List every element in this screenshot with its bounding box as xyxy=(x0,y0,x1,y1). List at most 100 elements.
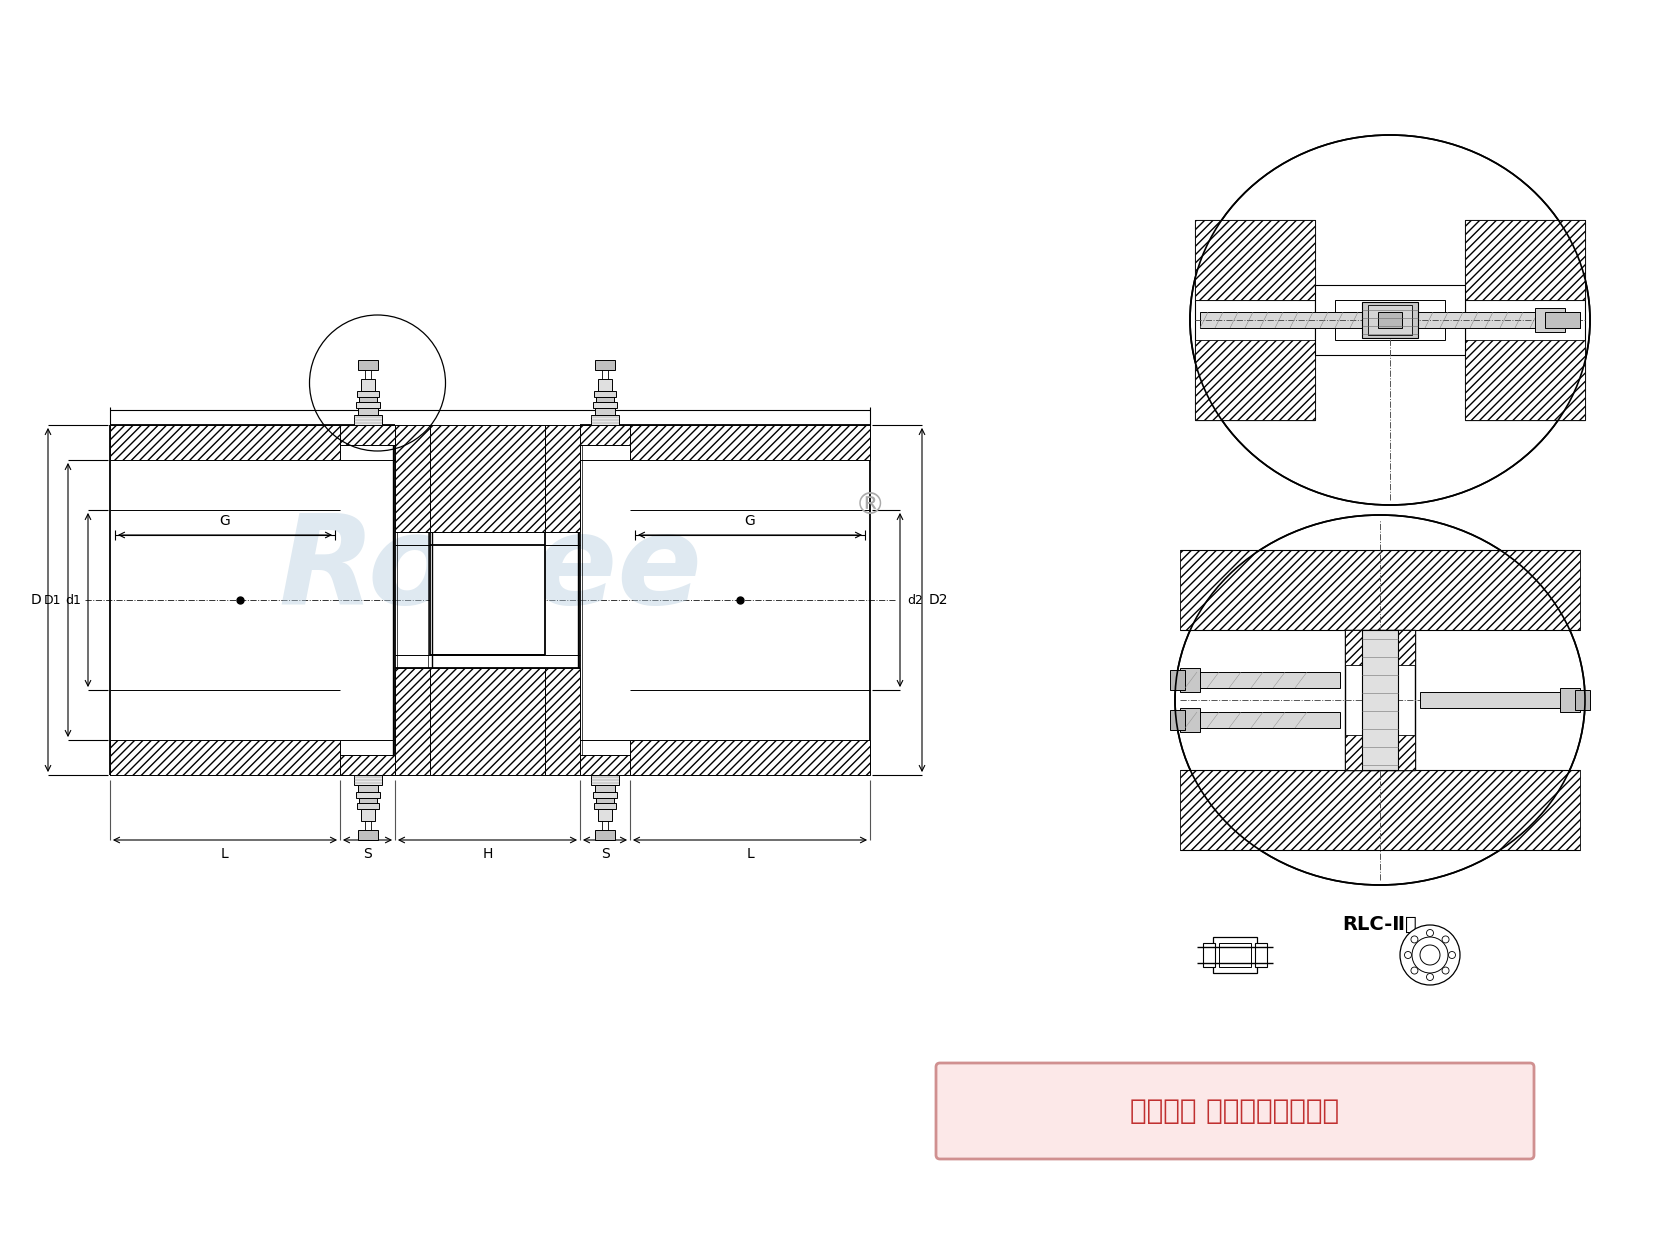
Bar xyxy=(580,425,630,445)
Text: D: D xyxy=(30,593,40,607)
Bar xyxy=(358,360,378,370)
Bar xyxy=(358,830,378,840)
Bar xyxy=(1346,630,1415,665)
Text: RLC-Ⅰ型: RLC-Ⅰ型 xyxy=(1356,533,1425,552)
Bar xyxy=(1194,340,1315,420)
Bar xyxy=(630,740,870,775)
Bar xyxy=(595,830,615,840)
Bar xyxy=(1536,307,1566,331)
Bar xyxy=(356,391,378,397)
Bar xyxy=(361,809,375,822)
Bar xyxy=(595,803,617,809)
Text: H: H xyxy=(482,847,492,861)
Bar xyxy=(544,425,580,532)
Circle shape xyxy=(1404,951,1411,959)
Bar xyxy=(356,803,378,809)
Bar xyxy=(596,397,613,402)
Bar xyxy=(356,793,380,798)
Circle shape xyxy=(1441,936,1450,942)
Bar xyxy=(598,379,612,391)
Bar xyxy=(1194,220,1315,300)
Text: 版权所有 侵权必被严厉追究: 版权所有 侵权必被严厉追究 xyxy=(1131,1097,1339,1125)
Circle shape xyxy=(1399,925,1460,985)
Bar xyxy=(580,755,630,775)
Bar xyxy=(1362,630,1398,770)
Circle shape xyxy=(1411,936,1418,942)
Text: ®: ® xyxy=(855,490,885,519)
Bar xyxy=(1420,692,1579,708)
Text: RLC-Ⅱ型: RLC-Ⅱ型 xyxy=(1342,915,1418,934)
Circle shape xyxy=(1411,968,1418,974)
Bar xyxy=(430,668,544,775)
Text: G: G xyxy=(744,514,756,528)
Text: D2: D2 xyxy=(929,593,949,607)
Bar xyxy=(544,668,580,775)
Ellipse shape xyxy=(1174,515,1584,885)
Bar xyxy=(1368,305,1411,335)
Text: D1: D1 xyxy=(44,593,60,606)
Bar xyxy=(1465,340,1584,420)
Bar xyxy=(1465,220,1584,300)
Bar xyxy=(430,425,544,532)
Bar xyxy=(353,775,381,785)
Bar xyxy=(595,785,615,793)
Bar xyxy=(1179,708,1200,732)
Bar xyxy=(630,425,870,460)
Bar xyxy=(1200,312,1579,328)
Bar xyxy=(1255,942,1267,966)
Bar xyxy=(395,425,430,532)
Bar xyxy=(598,809,612,822)
Bar xyxy=(596,798,613,803)
Circle shape xyxy=(1441,968,1450,974)
Bar xyxy=(1546,312,1579,328)
FancyBboxPatch shape xyxy=(936,1063,1534,1159)
Circle shape xyxy=(1411,937,1448,973)
Bar xyxy=(1465,220,1584,300)
Text: L: L xyxy=(222,847,228,861)
Text: G: G xyxy=(220,514,230,528)
Bar xyxy=(1576,690,1589,709)
Bar xyxy=(595,360,615,370)
Bar xyxy=(1179,712,1341,728)
Ellipse shape xyxy=(1189,135,1589,505)
Bar xyxy=(358,785,378,793)
Bar xyxy=(1465,220,1584,420)
Bar xyxy=(595,408,615,415)
Bar xyxy=(593,793,617,798)
Bar xyxy=(1213,937,1257,973)
Bar xyxy=(1220,942,1252,966)
Text: D3: D3 xyxy=(474,501,491,514)
Bar xyxy=(1179,551,1579,630)
Text: Rokee: Rokee xyxy=(277,509,702,630)
Bar xyxy=(1346,735,1415,770)
Bar xyxy=(1561,688,1579,712)
Text: S: S xyxy=(601,847,610,861)
Bar xyxy=(1179,770,1579,851)
Bar xyxy=(358,408,378,415)
Bar xyxy=(591,775,618,785)
Bar xyxy=(1169,670,1184,690)
Bar xyxy=(1194,220,1315,300)
Bar xyxy=(1346,630,1415,770)
Bar xyxy=(339,755,395,775)
Bar xyxy=(1194,220,1315,420)
Text: d2: d2 xyxy=(907,593,922,606)
Circle shape xyxy=(1426,930,1433,936)
Bar xyxy=(1169,709,1184,730)
Bar xyxy=(430,435,544,655)
Bar xyxy=(356,402,380,408)
Bar xyxy=(595,391,617,397)
Bar xyxy=(1336,300,1445,340)
Bar xyxy=(109,740,339,775)
Bar xyxy=(591,415,618,425)
Bar xyxy=(1179,672,1341,688)
Text: d1: d1 xyxy=(66,593,81,606)
Bar xyxy=(1362,302,1418,338)
Bar xyxy=(1203,942,1215,966)
Bar xyxy=(1179,668,1200,692)
Circle shape xyxy=(1448,951,1455,959)
Bar xyxy=(358,798,376,803)
Circle shape xyxy=(1420,945,1440,965)
Bar xyxy=(1315,285,1465,355)
Bar xyxy=(395,668,430,775)
